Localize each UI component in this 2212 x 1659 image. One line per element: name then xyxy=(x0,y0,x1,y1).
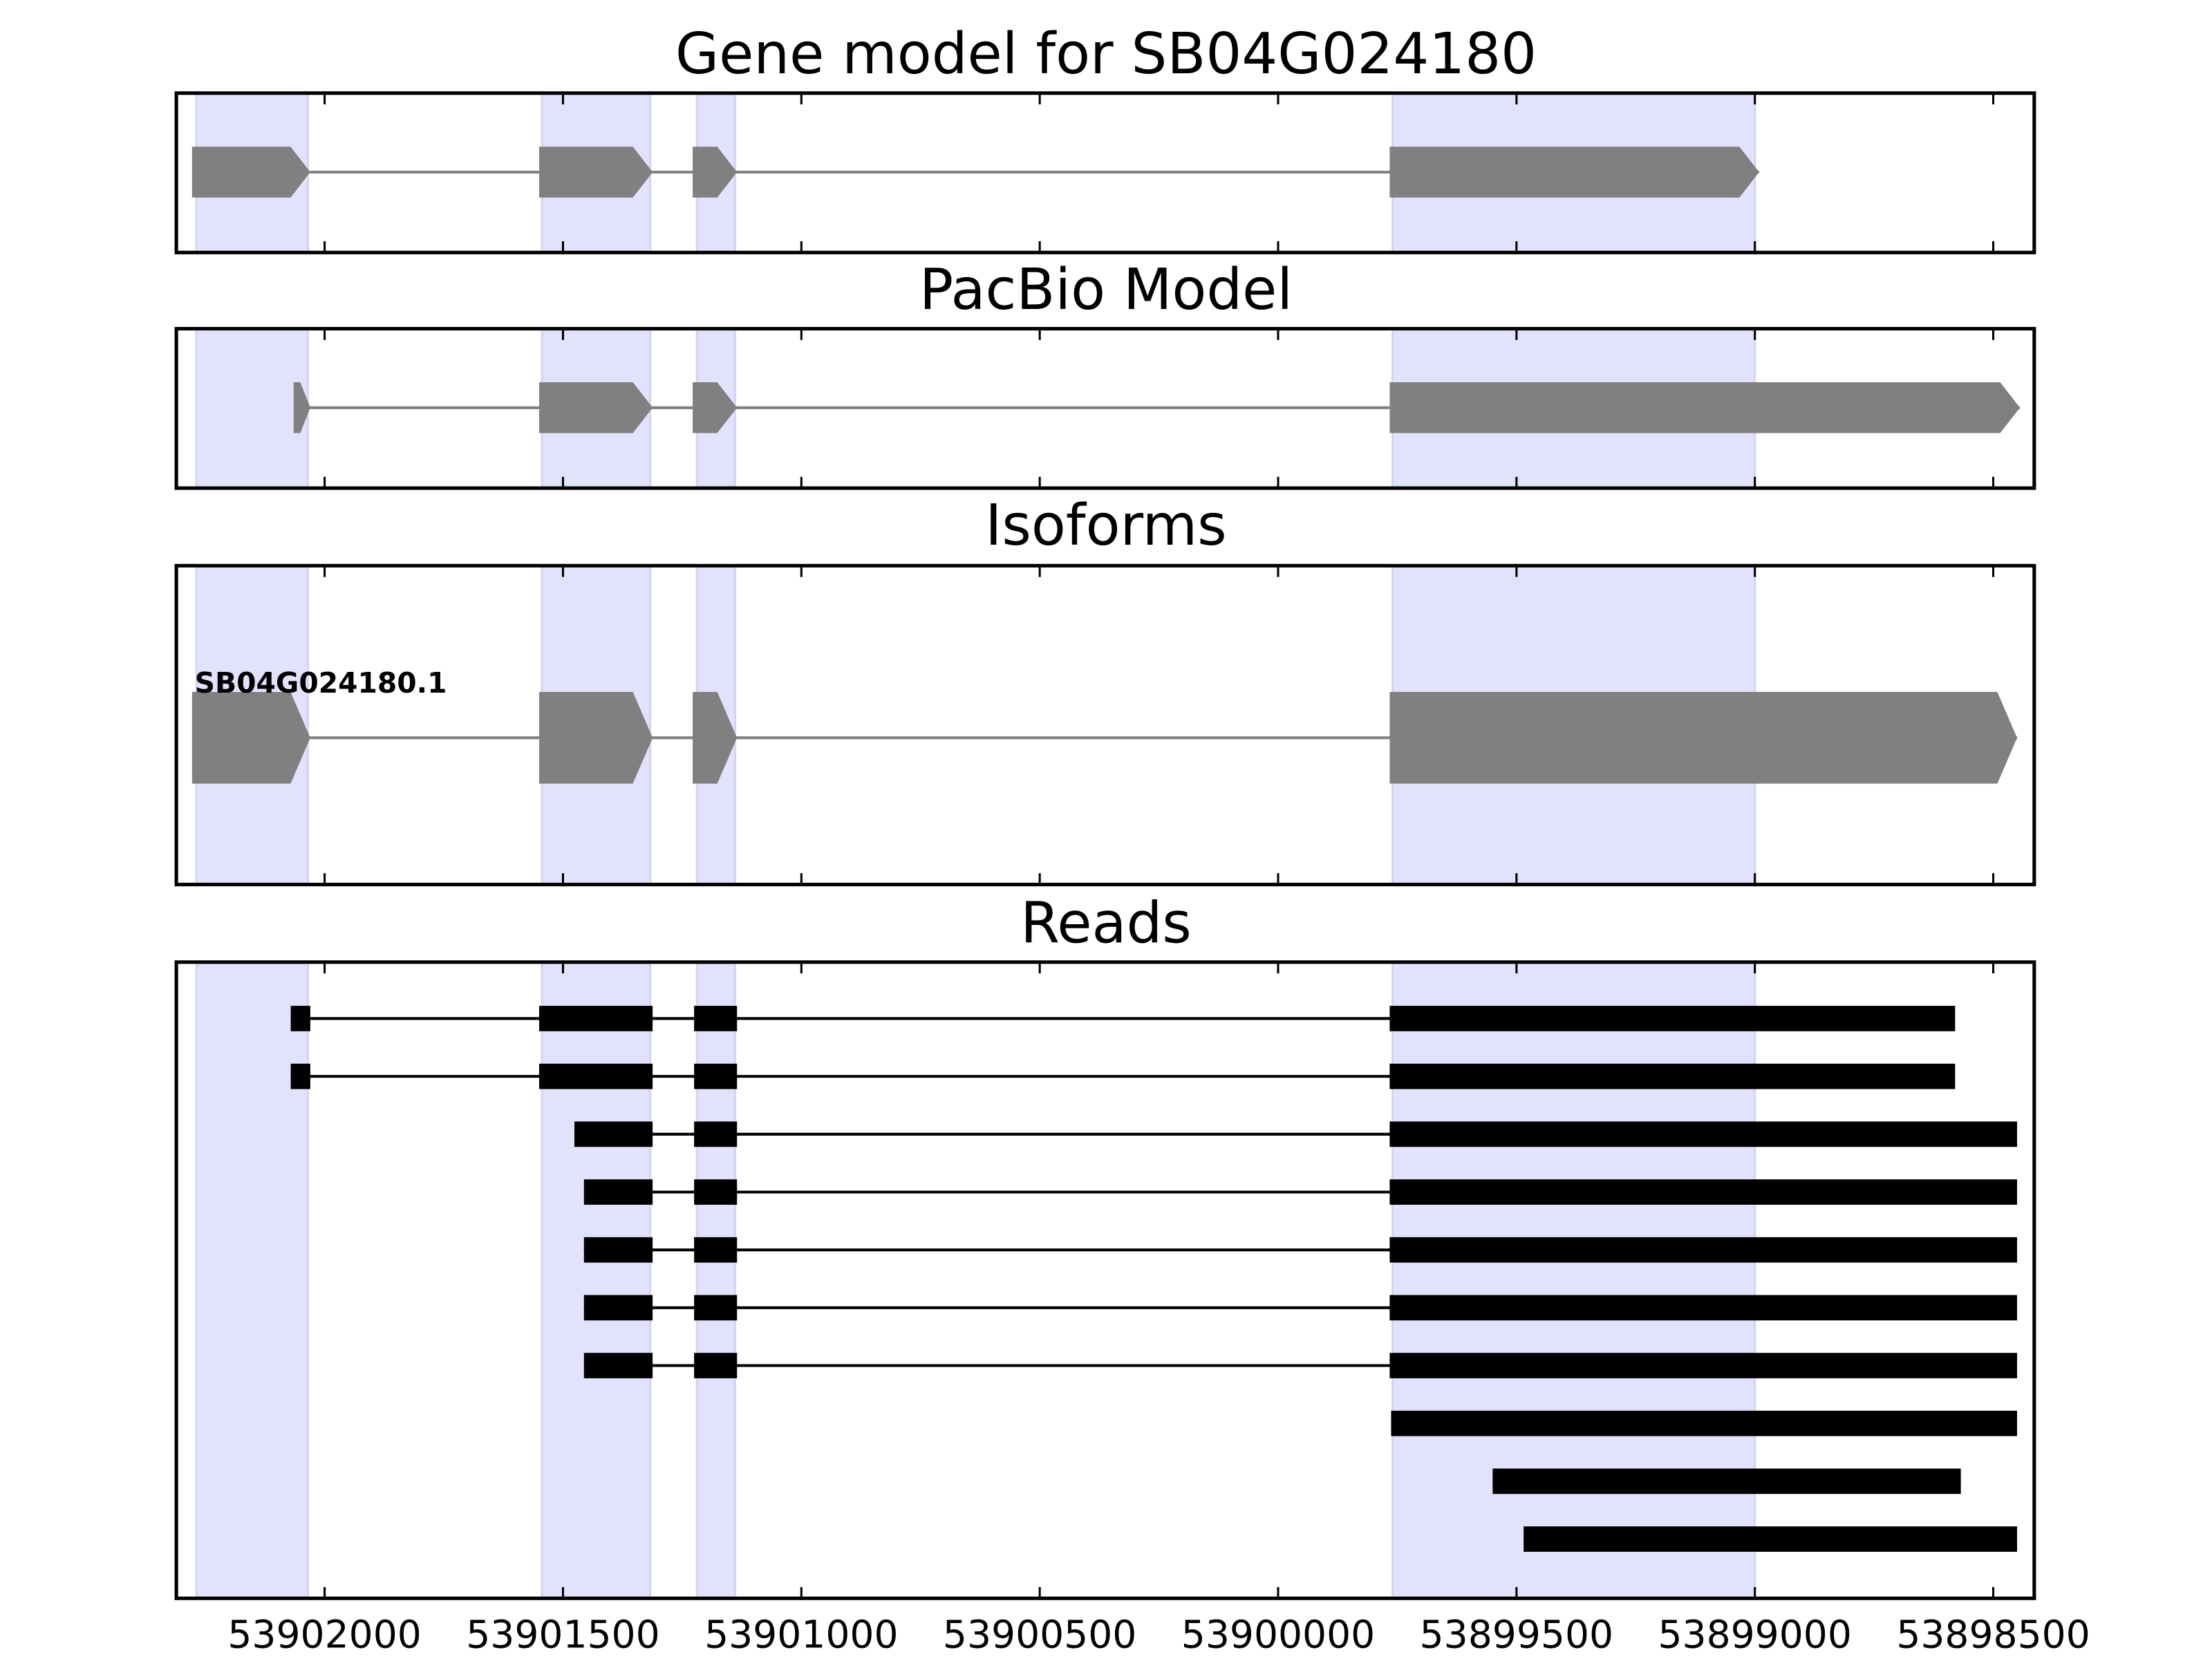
highlight-region xyxy=(195,961,309,1600)
read-exon xyxy=(290,1063,310,1089)
tick-label: 53901000 xyxy=(704,1613,898,1657)
panel-1 xyxy=(174,326,2036,490)
highlight-region xyxy=(695,961,736,1600)
model-exon xyxy=(1389,382,2021,433)
read-exon xyxy=(538,1006,653,1031)
read-exon xyxy=(694,1063,738,1089)
read-exon xyxy=(694,1237,738,1263)
read-exon xyxy=(583,1237,653,1263)
tick-label: 53901500 xyxy=(466,1613,659,1657)
model-exon xyxy=(693,147,738,198)
highlight-region xyxy=(1391,961,1756,1600)
tick-label: 53900000 xyxy=(1181,1613,1375,1657)
highlight-region xyxy=(195,327,309,489)
read-exon xyxy=(1389,1121,2018,1147)
highlight-region xyxy=(541,961,652,1600)
read-exon xyxy=(694,1353,738,1378)
read-exon xyxy=(694,1006,738,1031)
read-exon xyxy=(583,1179,653,1205)
panel-title-reads: Reads xyxy=(1020,890,1192,956)
isoform-label: SB04G024180.1 xyxy=(195,666,447,700)
axes-frame xyxy=(174,91,2036,254)
read-exon xyxy=(1389,1295,2018,1321)
read-exon xyxy=(583,1353,653,1378)
read-exon xyxy=(583,1295,653,1321)
read-exon xyxy=(538,1063,653,1089)
tick-label: 53900500 xyxy=(943,1613,1136,1657)
model-exon xyxy=(1389,147,1759,198)
isoform-exon xyxy=(693,692,738,784)
axes-frame xyxy=(174,563,2036,887)
axes-frame xyxy=(174,960,2036,1600)
read-exon xyxy=(1492,1468,1961,1494)
read-exon xyxy=(1389,1237,2018,1263)
axes-frame xyxy=(174,326,2036,490)
read-exon xyxy=(290,1006,310,1031)
read-exon xyxy=(694,1295,738,1321)
read-exon xyxy=(574,1121,653,1147)
tick-labels: 53902000 53901500 53901000 53900500 53900000… xyxy=(227,1613,2090,1657)
panel-2 xyxy=(174,563,2036,887)
model-exon xyxy=(538,147,653,198)
read-exon xyxy=(1389,1006,1956,1031)
model-exon xyxy=(191,147,310,198)
isoform-exon xyxy=(191,692,310,784)
read-exon xyxy=(1389,1179,2018,1205)
panel-title-gene-model: Gene model for SB04G024180 xyxy=(675,21,1537,87)
tick-label: 53898500 xyxy=(1896,1613,2090,1657)
read-exon xyxy=(1389,1353,2018,1378)
read-exon xyxy=(1391,1410,2018,1436)
tick-label: 53899500 xyxy=(1420,1613,1613,1657)
model-exon xyxy=(693,382,738,433)
model-exon xyxy=(538,382,653,433)
model-exon xyxy=(293,382,310,433)
read-exon xyxy=(1389,1063,1956,1089)
panel-0 xyxy=(174,91,2036,254)
read-exon xyxy=(694,1121,738,1147)
tick-label: 53902000 xyxy=(227,1613,421,1657)
read-exon xyxy=(1524,1526,2018,1552)
isoform-exon xyxy=(538,692,653,784)
panel-3 xyxy=(174,960,2036,1600)
read-exon xyxy=(694,1179,738,1205)
panel-title-isoforms: Isoforms xyxy=(985,493,1226,559)
isoform-exon xyxy=(1389,692,2018,784)
panel-title-pacbio: PacBio Model xyxy=(919,257,1293,323)
tick-label: 53899000 xyxy=(1658,1613,1851,1657)
